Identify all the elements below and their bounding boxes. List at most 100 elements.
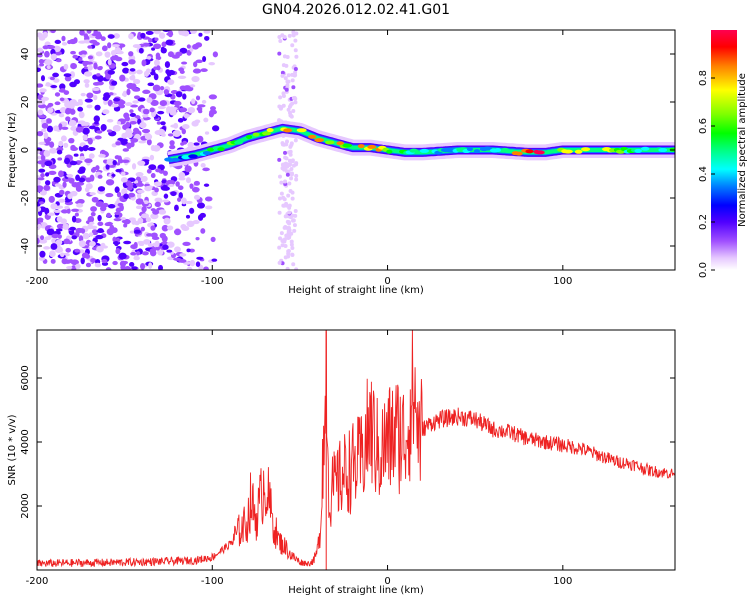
noise-mark <box>197 104 206 108</box>
noise-mark <box>178 30 184 36</box>
noise-mark <box>54 183 62 187</box>
noise-mark <box>278 38 283 43</box>
noise-mark <box>287 210 292 215</box>
noise-mark <box>87 45 93 49</box>
noise-mark <box>154 197 163 203</box>
noise-mark <box>65 107 71 115</box>
noise-mark <box>290 196 295 201</box>
noise-mark <box>282 34 287 39</box>
noise-mark <box>180 142 185 146</box>
noise-mark <box>167 69 176 76</box>
noise-mark <box>135 172 144 177</box>
x-tick-label: -100 <box>201 276 224 287</box>
noise-mark <box>70 50 76 55</box>
noise-mark <box>39 62 45 67</box>
noise-mark <box>199 212 206 218</box>
noise-mark <box>133 256 140 261</box>
noise-mark <box>77 120 86 125</box>
noise-mark <box>157 110 165 115</box>
noise-mark <box>97 174 103 179</box>
noise-mark <box>164 61 171 68</box>
noise-mark <box>141 128 151 134</box>
noise-mark <box>78 177 86 183</box>
noise-mark <box>126 88 131 96</box>
noise-mark <box>84 158 93 163</box>
noise-mark <box>104 51 111 58</box>
noise-mark <box>60 252 65 258</box>
noise-mark <box>54 101 61 106</box>
noise-mark <box>277 34 282 39</box>
noise-mark <box>98 153 106 158</box>
noise-mark <box>285 54 290 59</box>
noise-mark <box>149 248 156 254</box>
noise-mark <box>284 203 289 208</box>
x-tick-label: -100 <box>201 576 224 587</box>
y-tick-label: -40 <box>20 238 31 254</box>
noise-mark <box>107 204 116 209</box>
noise-mark <box>277 245 282 250</box>
noise-mark <box>101 258 108 264</box>
noise-mark <box>97 221 104 227</box>
noise-mark <box>166 249 173 253</box>
noise-mark <box>83 33 89 38</box>
noise-mark <box>277 174 282 179</box>
noise-mark <box>280 243 285 248</box>
noise-mark <box>160 86 165 91</box>
noise-mark <box>100 36 106 42</box>
noise-mark <box>137 160 146 166</box>
noise-mark <box>200 68 208 73</box>
noise-mark <box>108 84 115 91</box>
noise-mark <box>277 196 282 201</box>
noise-mark <box>47 45 56 50</box>
ridge-peak <box>367 144 377 149</box>
noise-mark <box>128 33 134 40</box>
noise-mark <box>153 73 159 81</box>
noise-mark <box>177 185 184 191</box>
noise-mark <box>37 179 41 186</box>
noise-mark <box>284 63 289 68</box>
noise-mark <box>198 32 203 37</box>
noise-mark <box>189 84 196 88</box>
noise-mark <box>195 261 201 268</box>
noise-mark <box>140 32 146 39</box>
noise-mark <box>80 257 85 265</box>
noise-mark <box>136 69 143 75</box>
y-tick-label: 40 <box>20 48 31 61</box>
noise-mark <box>208 94 218 100</box>
noise-mark <box>186 248 191 253</box>
noise-mark <box>153 43 162 50</box>
noise-mark <box>69 259 74 263</box>
noise-mark <box>90 258 97 263</box>
noise-mark <box>93 115 100 123</box>
noise-mark <box>58 123 63 131</box>
noise-mark <box>192 219 200 225</box>
noise-mark <box>93 94 98 101</box>
noise-mark <box>93 62 98 70</box>
noise-mark <box>41 122 49 129</box>
ridge-peak <box>325 140 335 145</box>
noise-mark <box>53 176 61 183</box>
noise-mark <box>137 217 144 224</box>
noise-mark <box>135 205 143 210</box>
ridge-peak <box>342 143 353 148</box>
noise-mark <box>179 107 188 113</box>
noise-mark <box>63 73 72 78</box>
noise-mark <box>78 100 84 106</box>
noise-mark <box>122 148 130 152</box>
noise-mark <box>85 262 92 268</box>
noise-mark <box>51 233 60 239</box>
noise-mark <box>175 91 183 98</box>
noise-mark <box>121 132 128 140</box>
colorbar-tick-label: 0.6 <box>698 118 709 134</box>
noise-mark <box>293 208 298 213</box>
noise-mark <box>74 212 79 217</box>
ridge-peak <box>217 147 225 152</box>
noise-mark <box>192 68 202 74</box>
noise-mark <box>61 35 66 42</box>
noise-mark <box>71 215 77 223</box>
noise-mark <box>169 144 176 150</box>
noise-mark <box>107 34 115 39</box>
noise-mark <box>191 186 200 193</box>
noise-mark <box>286 73 291 78</box>
noise-mark <box>187 141 194 149</box>
